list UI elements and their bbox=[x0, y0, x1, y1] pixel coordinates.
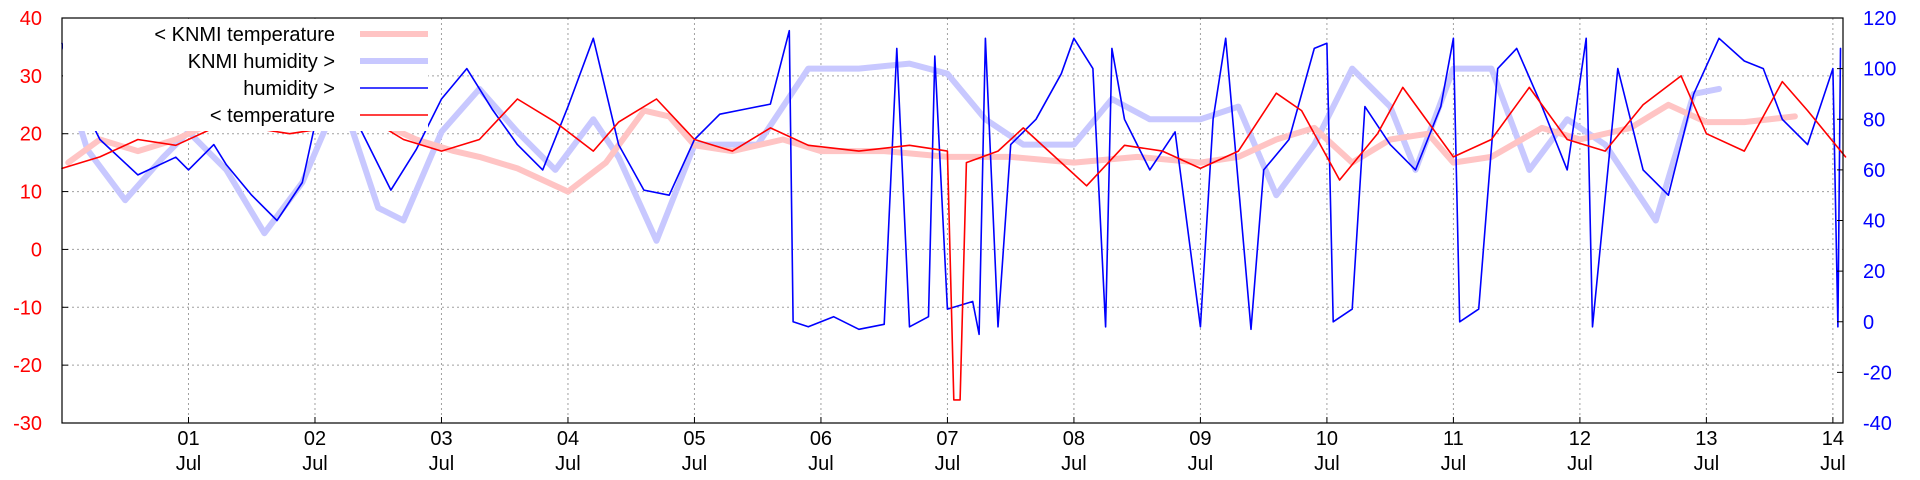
legend-label: < KNMI temperature bbox=[154, 24, 335, 46]
tick-label-month: Jul bbox=[682, 453, 708, 475]
tick-label-day: 03 bbox=[430, 428, 452, 450]
tick-label-day: 14 bbox=[1822, 428, 1844, 450]
tick-label-left: -10 bbox=[13, 297, 42, 319]
tick-label-right: 40 bbox=[1863, 211, 1885, 233]
tick-label-month: Jul bbox=[1061, 453, 1087, 475]
tick-label-left: 40 bbox=[20, 8, 42, 30]
tick-label-month: Jul bbox=[1567, 453, 1593, 475]
tick-label-month: Jul bbox=[935, 453, 961, 475]
tick-label-day: 09 bbox=[1189, 428, 1211, 450]
tick-label-left: -30 bbox=[13, 413, 42, 435]
tick-label-month: Jul bbox=[1441, 453, 1467, 475]
tick-label-right: 20 bbox=[1863, 261, 1885, 283]
tick-label-day: 07 bbox=[936, 428, 958, 450]
legend-box bbox=[63, 19, 428, 131]
tick-label-month: Jul bbox=[555, 453, 581, 475]
tick-label-day: 10 bbox=[1316, 428, 1338, 450]
tick-label-month: Jul bbox=[429, 453, 455, 475]
tick-label-month: Jul bbox=[1820, 453, 1846, 475]
tick-label-day: 06 bbox=[810, 428, 832, 450]
tick-label-day: 11 bbox=[1443, 428, 1464, 450]
tick-label-month: Jul bbox=[1314, 453, 1340, 475]
tick-label-right: -40 bbox=[1863, 413, 1892, 435]
series-line-humidity bbox=[61, 29, 1842, 336]
tick-label-right: 60 bbox=[1863, 160, 1885, 182]
tick-label-day: 01 bbox=[177, 428, 199, 450]
legend-label: KNMI humidity > bbox=[188, 51, 335, 73]
legend: < KNMI temperature KNMI humidity > humidit… bbox=[63, 19, 428, 131]
tick-label-left: -20 bbox=[13, 355, 42, 377]
tick-label-right: 100 bbox=[1863, 59, 1896, 81]
tick-label-month: Jul bbox=[1188, 453, 1214, 475]
tick-label-right: -20 bbox=[1863, 362, 1892, 384]
tick-label-day: 05 bbox=[683, 428, 705, 450]
tick-label-day: 08 bbox=[1063, 428, 1085, 450]
tick-label-left: 10 bbox=[20, 182, 42, 204]
tick-label-right: 120 bbox=[1863, 8, 1896, 30]
x-axis: 01 Jul 02 Jul 03 Jul 04 Jul 05 Jul 06 Jul 07 Jul 08 Jul… bbox=[176, 417, 1846, 475]
tick-label-day: 02 bbox=[304, 428, 326, 450]
tick-label-month: Jul bbox=[176, 453, 202, 475]
tick-label-day: 04 bbox=[557, 428, 579, 450]
legend-label: humidity > bbox=[243, 78, 335, 100]
tick-label-right: 80 bbox=[1863, 109, 1885, 131]
tick-label-day: 12 bbox=[1569, 428, 1591, 450]
series-line-temperature bbox=[61, 75, 1847, 401]
tick-label-month: Jul bbox=[808, 453, 834, 475]
legend-label: < temperature bbox=[210, 105, 335, 127]
tick-label-left: 30 bbox=[20, 66, 42, 88]
right-axis: -40 -20 0 20 40 60 80 100 120 bbox=[1837, 8, 1896, 435]
tick-label-left: 20 bbox=[20, 124, 42, 146]
tick-label-month: Jul bbox=[1694, 453, 1720, 475]
tick-label-left: 0 bbox=[31, 239, 42, 261]
tick-label-month: Jul bbox=[302, 453, 328, 475]
series-line-knmi-humidity bbox=[65, 60, 1722, 244]
tick-label-right: 0 bbox=[1863, 312, 1874, 334]
tick-label-day: 13 bbox=[1695, 428, 1717, 450]
left-axis: -30 -20 -10 0 10 20 30 40 bbox=[13, 8, 68, 435]
